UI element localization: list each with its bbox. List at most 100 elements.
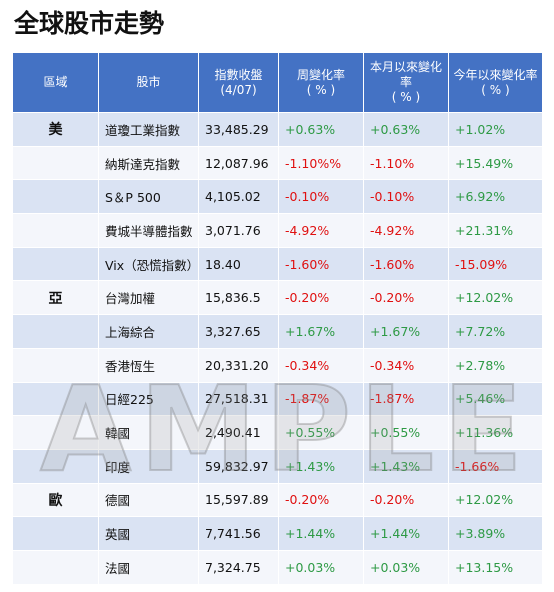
header-line: 股市 [136,75,161,89]
market-name: Vix（恐慌指數） [98,246,199,282]
change-value: -1.10% [363,145,449,181]
region-cell [12,179,99,215]
market-name: 德國 [98,482,199,518]
header-line: ( % ) [391,90,421,104]
close-value: 12,087.96 [198,145,279,181]
close-value: 18.40 [198,246,279,282]
region-cell [12,415,99,450]
market-name: 費城半導體指數 [98,213,199,248]
change-value: -4.92% [278,213,364,248]
change-value: +11.36% [448,415,543,450]
change-value: -1.66% [448,448,543,484]
region-cell [12,347,99,383]
change-value: +1.43% [363,448,449,484]
change-value: +1.43% [278,448,364,484]
header-line: ( % ) [306,82,336,97]
header-line: 本月以來變化率 [369,60,442,89]
change-value: +5.46% [448,381,543,417]
header-line: 今年以來變化率 [453,67,538,82]
header-line: ( % ) [481,82,510,97]
change-value: +1.67% [278,314,364,349]
market-name: 台灣加權 [98,280,199,316]
column-header: 周變化率( % ) [278,52,364,113]
region-cell [12,246,99,282]
stock-table: 區域 股市 指數收盤 (4/07) 周變化率( % ) 本月以來變化率( % ) 今年以來變… [12,52,543,585]
column-header: 今年以來變化率( % ) [448,52,543,113]
change-value: -0.20% [278,482,364,518]
change-value: +3.89% [448,516,543,551]
change-value: +0.03% [363,549,449,585]
market-name: 法國 [98,549,199,585]
close-value: 15,597.89 [198,482,279,518]
table-row: S＆P 500 4,105.02 -0.10% -0.10% +6.92% [12,179,543,215]
close-value: 3,327.65 [198,314,279,349]
table-row: 上海綜合 3,327.65 +1.67% +1.67% +7.72% [12,314,543,349]
close-value: 7,324.75 [198,549,279,585]
change-value: +0.55% [278,415,364,450]
change-value: +15.49% [448,145,543,181]
change-value: +13.15% [448,549,543,585]
table-row: 韓國 2,490.41 +0.55% +0.55% +11.36% [12,415,543,450]
table-row: 費城半導體指數 3,071.76 -4.92% -4.92% +21.31% [12,213,543,248]
market-name: 英國 [98,516,199,551]
change-value: -0.34% [363,347,449,383]
region-cell [12,213,99,248]
close-value: 20,331.20 [198,347,279,383]
close-value: 33,485.29 [198,112,279,147]
change-value: -15.09% [448,246,543,282]
close-value: 27,518.31 [198,381,279,417]
region-cell [12,448,99,484]
change-value: -0.20% [278,280,364,316]
change-value: -0.20% [363,482,449,518]
region-cell [12,381,99,417]
region-cell [12,516,99,551]
header-row: 區域 股市 指數收盤 (4/07) 周變化率( % ) 本月以來變化率( % ) 今年以來變… [12,52,543,113]
market-name: 韓國 [98,415,199,450]
change-value: +6.92% [448,179,543,215]
change-value: -0.34% [278,347,364,383]
change-value: -0.10% [363,179,449,215]
change-value: +21.31% [448,213,543,248]
header-line: (4/07) [220,82,257,97]
close-value: 3,071.76 [198,213,279,248]
table-row: 美道瓊工業指數 33,485.29 +0.63% +0.63% +1.02% [12,112,543,147]
market-name: 印度 [98,448,199,484]
close-value: 59,832.97 [198,448,279,484]
column-header: 本月以來變化率( % ) [363,52,449,113]
change-value: -4.92% [363,213,449,248]
change-value: -1.87% [363,381,449,417]
change-value: +7.72% [448,314,543,349]
table-row: 納斯達克指數 12,087.96 -1.10%% -1.10% +15.49% [12,145,543,181]
region-cell [12,549,99,585]
change-value: +0.63% [278,112,364,147]
table-row: Vix（恐慌指數） 18.40 -1.60% -1.60% -15.09% [12,246,543,282]
change-value: +12.02% [448,482,543,518]
table-row: 英國 7,741.56 +1.44% +1.44% +3.89% [12,516,543,551]
region-cell [12,145,99,181]
market-name: 上海綜合 [98,314,199,349]
change-value: +1.44% [363,516,449,551]
close-value: 7,741.56 [198,516,279,551]
change-value: +12.02% [448,280,543,316]
close-value: 2,490.41 [198,415,279,450]
column-header: 股市 [98,52,199,113]
market-name: 香港恆生 [98,347,199,383]
header-line: 區域 [43,75,68,89]
change-value: -1.60% [363,246,449,282]
change-value: +1.44% [278,516,364,551]
table-row: 日經225 27,518.31 -1.87% -1.87% +5.46% [12,381,543,417]
change-value: +0.63% [363,112,449,147]
close-value: 4,105.02 [198,179,279,215]
region-cell [12,314,99,349]
page-title: 全球股市走勢 [14,9,165,38]
market-name: 道瓊工業指數 [98,112,199,147]
change-value: +2.78% [448,347,543,383]
region-cell: 美 [12,112,99,147]
market-name: 日經225 [98,381,199,417]
change-value: +0.03% [278,549,364,585]
change-value: -0.20% [363,280,449,316]
region-cell: 亞 [12,280,99,316]
table-row: 香港恆生 20,331.20 -0.34% -0.34% +2.78% [12,347,543,383]
change-value: -0.10% [278,179,364,215]
